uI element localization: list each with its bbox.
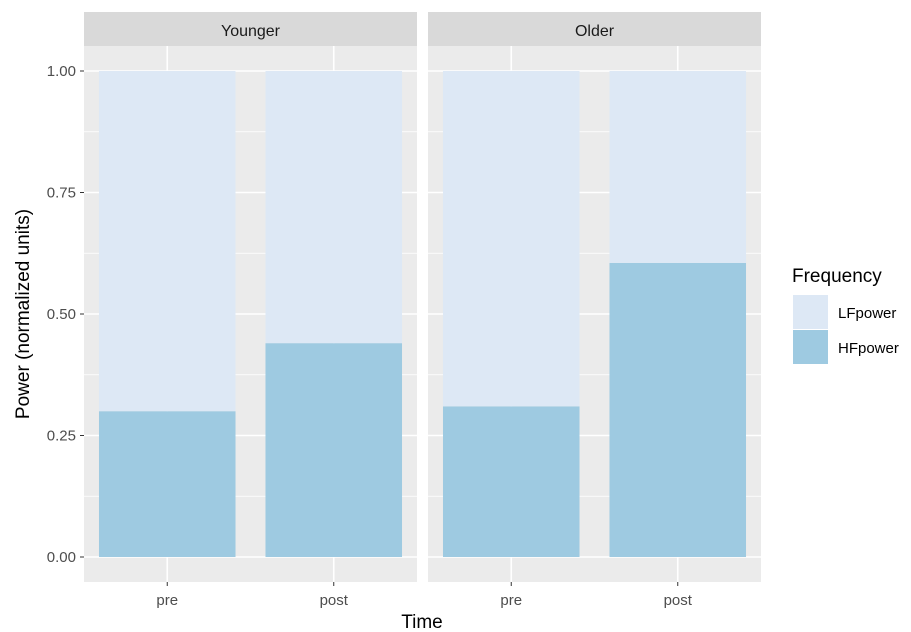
panel-younger: Younger pre post [84,12,417,609]
legend-label: LFpower [838,305,896,322]
bar-hfpower-pre [98,411,236,557]
y-tick-label: 1.00 [47,63,76,80]
y-axis: 0.00 0.25 0.50 0.75 1.00 [47,63,84,566]
legend-item-lfpower: LFpower [793,295,896,329]
strip-older [428,12,761,46]
strip-label: Younger [221,23,281,40]
x-tick-label: post [320,592,349,609]
bar-lfpower-post [609,71,747,263]
x-tick-label: pre [500,592,522,609]
bar-lfpower-pre [442,71,580,407]
panel-older: Older pre post [428,12,761,609]
legend: Frequency LFpower HFpower [792,266,899,364]
bar-hfpower-post [265,343,403,557]
strip-label: Older [575,23,615,40]
legend-key-lfpower [793,295,828,329]
bar-lfpower-post [265,71,403,344]
bar-hfpower-pre [442,406,580,557]
bar-hfpower-post [609,262,747,557]
x-tick-label: pre [156,592,178,609]
y-tick-label: 0.00 [47,549,76,566]
legend-title: Frequency [792,266,882,287]
legend-item-hfpower: HFpower [793,330,899,364]
bar-lfpower-pre [98,71,236,412]
x-axis-title: Time [401,612,443,632]
y-tick-label: 0.50 [47,306,76,323]
legend-key-hfpower [793,330,828,364]
y-axis-title: Power (normalized units) [13,209,34,419]
y-tick-label: 0.25 [47,428,76,445]
x-tick-label: post [664,592,693,609]
y-tick-label: 0.75 [47,185,76,202]
legend-items: LFpower HFpower [793,295,899,364]
strip-younger [84,12,417,46]
panels-layer: Younger pre post Older pre post [84,12,761,609]
legend-label: HFpower [838,340,899,357]
